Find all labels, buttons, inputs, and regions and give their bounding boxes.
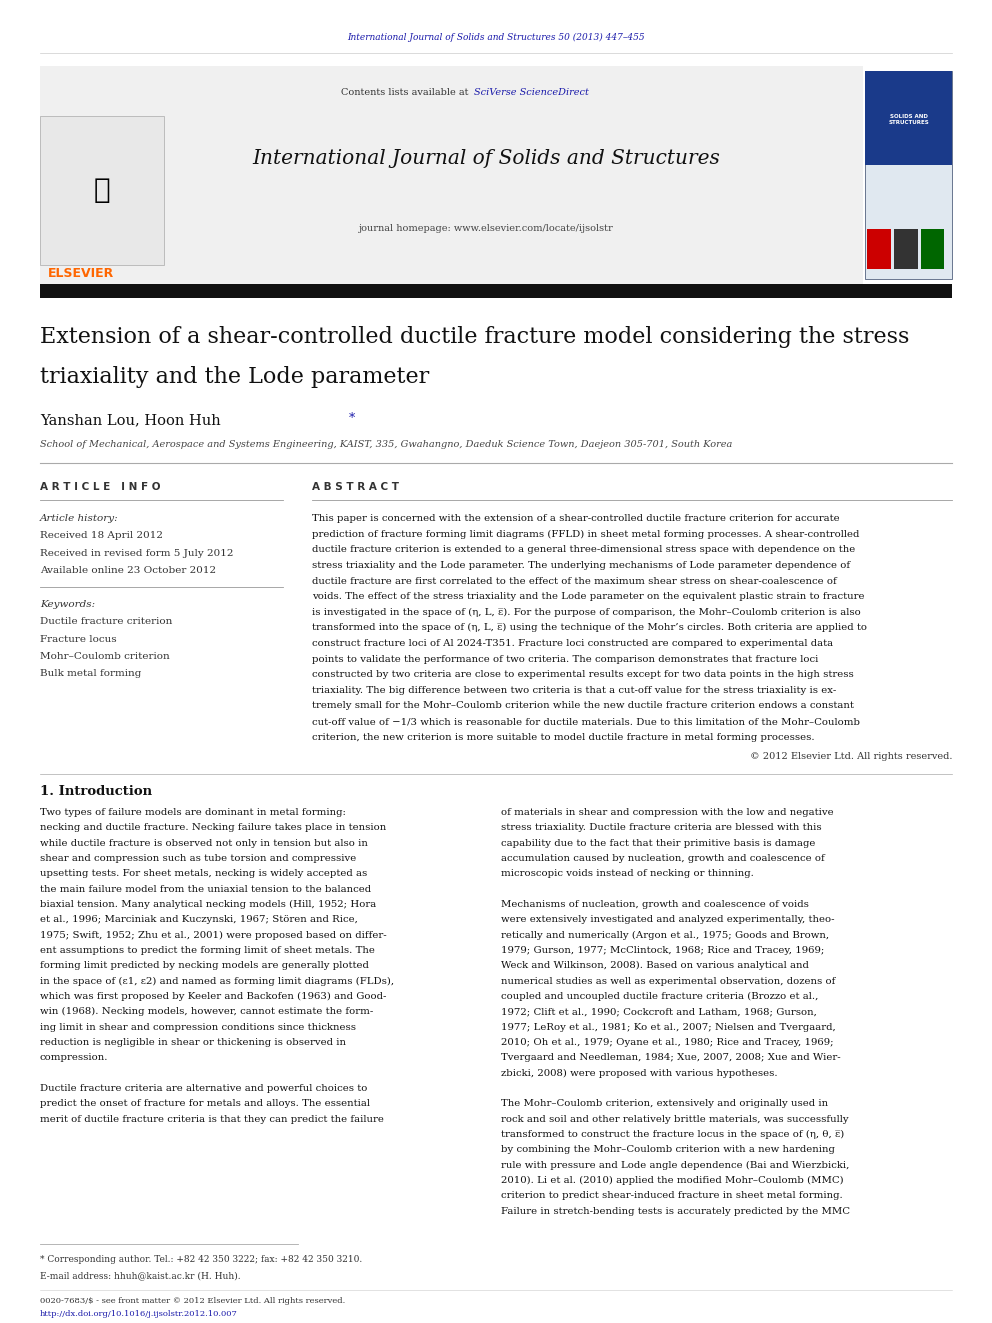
Text: construct fracture loci of Al 2024-T351. Fracture loci constructed are compared : construct fracture loci of Al 2024-T351.… (312, 639, 833, 648)
Text: Article history:: Article history: (40, 515, 118, 523)
Text: E-mail address: hhuh@kaist.ac.kr (H. Huh).: E-mail address: hhuh@kaist.ac.kr (H. Huh… (40, 1271, 240, 1279)
Text: prediction of fracture forming limit diagrams (FFLD) in sheet metal forming proc: prediction of fracture forming limit dia… (312, 529, 860, 538)
Bar (867, 229, 891, 269)
Text: by combining the Mohr–Coulomb criterion with a new hardening: by combining the Mohr–Coulomb criterion … (501, 1146, 835, 1155)
Text: 1979; Gurson, 1977; McClintock, 1968; Rice and Tracey, 1969;: 1979; Gurson, 1977; McClintock, 1968; Ri… (501, 946, 824, 955)
Text: 0020-7683/$ - see front matter © 2012 Elsevier Ltd. All rights reserved.: 0020-7683/$ - see front matter © 2012 El… (40, 1297, 345, 1304)
Bar (865, 71, 952, 279)
Bar (921, 229, 944, 269)
Text: ELSEVIER: ELSEVIER (48, 267, 114, 280)
Text: triaxiality. The big difference between two criteria is that a cut-off value for: triaxiality. The big difference between … (312, 685, 836, 695)
Text: reduction is negligible in shear or thickening is observed in: reduction is negligible in shear or thic… (40, 1039, 345, 1046)
Text: shear and compression such as tube torsion and compressive: shear and compression such as tube torsi… (40, 853, 356, 863)
Text: SciVerse ScienceDirect: SciVerse ScienceDirect (474, 89, 589, 97)
Text: Fracture locus: Fracture locus (40, 635, 116, 643)
Text: points to validate the performance of two criteria. The comparison demonstrates : points to validate the performance of tw… (312, 655, 818, 664)
Text: constructed by two criteria are close to experimental results except for two dat: constructed by two criteria are close to… (312, 671, 854, 679)
Text: Ductile fracture criterion: Ductile fracture criterion (40, 618, 172, 626)
Text: is investigated in the space of (η, L, ε̅). For the purpose of comparison, the M: is investigated in the space of (η, L, ε… (312, 607, 861, 617)
Text: stress triaxiality and the Lode parameter. The underlying mechanisms of Lode par: stress triaxiality and the Lode paramete… (312, 561, 850, 570)
Text: upsetting tests. For sheet metals, necking is widely accepted as: upsetting tests. For sheet metals, necki… (40, 869, 367, 878)
Text: Mechanisms of nucleation, growth and coalescence of voids: Mechanisms of nucleation, growth and coa… (501, 900, 808, 909)
Text: win (1968). Necking models, however, cannot estimate the form-: win (1968). Necking models, however, can… (40, 1007, 373, 1016)
Text: triaxiality and the Lode parameter: triaxiality and the Lode parameter (40, 366, 429, 388)
Text: A B S T R A C T: A B S T R A C T (312, 482, 400, 492)
Bar (40, 116, 164, 265)
Text: cut-off value of −1/3 which is reasonable for ductile materials. Due to this lim: cut-off value of −1/3 which is reasonabl… (312, 717, 860, 726)
Text: criterion to predict shear-induced fracture in sheet metal forming.: criterion to predict shear-induced fract… (501, 1192, 843, 1200)
Text: 1972; Clift et al., 1990; Cockcroft and Latham, 1968; Gurson,: 1972; Clift et al., 1990; Cockcroft and … (501, 1007, 816, 1016)
Text: in the space of (ε1, ε2) and named as forming limit diagrams (FLDs),: in the space of (ε1, ε2) and named as fo… (40, 976, 394, 986)
Text: ing limit in shear and compression conditions since thickness: ing limit in shear and compression condi… (40, 1023, 356, 1032)
Text: *: * (349, 411, 355, 425)
Text: merit of ductile fracture criteria is that they can predict the failure: merit of ductile fracture criteria is th… (40, 1115, 384, 1123)
Text: coupled and uncoupled ductile fracture criteria (Brozzo et al.,: coupled and uncoupled ductile fracture c… (501, 992, 818, 1002)
Text: Received 18 April 2012: Received 18 April 2012 (40, 532, 163, 540)
Text: rock and soil and other relatively brittle materials, was successfully: rock and soil and other relatively britt… (501, 1115, 848, 1123)
Text: biaxial tension. Many analytical necking models (Hill, 1952; Hora: biaxial tension. Many analytical necking… (40, 900, 376, 909)
Text: stress triaxiality. Ductile fracture criteria are blessed with this: stress triaxiality. Ductile fracture cri… (501, 823, 821, 832)
Text: et al., 1996; Marciniak and Kuczynski, 1967; Stören and Rice,: et al., 1996; Marciniak and Kuczynski, 1… (40, 916, 357, 925)
Text: Keywords:: Keywords: (40, 601, 95, 609)
Text: ductile fracture are first correlated to the effect of the maximum shear stress : ductile fracture are first correlated to… (312, 577, 837, 586)
Text: forming limit predicted by necking models are generally plotted: forming limit predicted by necking model… (40, 962, 369, 970)
Text: retically and numerically (Argon et al., 1975; Goods and Brown,: retically and numerically (Argon et al.,… (501, 930, 829, 939)
Text: Ductile fracture criteria are alternative and powerful choices to: Ductile fracture criteria are alternativ… (40, 1084, 367, 1093)
Text: Weck and Wilkinson, 2008). Based on various analytical and: Weck and Wilkinson, 2008). Based on vari… (501, 962, 808, 970)
Text: The Mohr–Coulomb criterion, extensively and originally used in: The Mohr–Coulomb criterion, extensively … (501, 1099, 828, 1109)
Bar (894, 229, 918, 269)
Text: 1. Introduction: 1. Introduction (40, 785, 152, 798)
Text: criterion, the new criterion is more suitable to model ductile fracture in metal: criterion, the new criterion is more sui… (312, 733, 815, 742)
Text: were extensively investigated and analyzed experimentally, theo-: were extensively investigated and analyz… (501, 916, 834, 925)
Text: * Corresponding author. Tel.: +82 42 350 3222; fax: +82 42 350 3210.: * Corresponding author. Tel.: +82 42 350… (40, 1256, 362, 1263)
Text: which was first proposed by Keeler and Backofen (1963) and Good-: which was first proposed by Keeler and B… (40, 992, 386, 1002)
Text: transformed into the space of (η, L, ε̅) using the technique of the Mohr’s circl: transformed into the space of (η, L, ε̅)… (312, 623, 867, 632)
Text: Extension of a shear-controlled ductile fracture model considering the stress: Extension of a shear-controlled ductile … (40, 327, 909, 348)
Text: Yanshan Lou, Hoon Huh: Yanshan Lou, Hoon Huh (40, 414, 225, 427)
Text: rule with pressure and Lode angle dependence (Bai and Wierzbicki,: rule with pressure and Lode angle depend… (501, 1160, 849, 1170)
Text: numerical studies as well as experimental observation, dozens of: numerical studies as well as experimenta… (501, 976, 835, 986)
Text: transformed to construct the fracture locus in the space of (η, θ, ε̅): transformed to construct the fracture lo… (501, 1130, 844, 1139)
Text: ent assumptions to predict the forming limit of sheet metals. The: ent assumptions to predict the forming l… (40, 946, 375, 955)
Text: A R T I C L E   I N F O: A R T I C L E I N F O (40, 482, 160, 492)
Text: SOLIDS AND
STRUCTURES: SOLIDS AND STRUCTURES (888, 114, 930, 124)
Text: International Journal of Solids and Structures 50 (2013) 447–455: International Journal of Solids and Stru… (347, 33, 645, 41)
Text: © 2012 Elsevier Ltd. All rights reserved.: © 2012 Elsevier Ltd. All rights reserved… (750, 753, 952, 761)
Text: Available online 23 October 2012: Available online 23 October 2012 (40, 566, 216, 574)
Text: 1977; LeRoy et al., 1981; Ko et al., 2007; Nielsen and Tvergaard,: 1977; LeRoy et al., 1981; Ko et al., 200… (501, 1023, 835, 1032)
Text: tremely small for the Mohr–Coulomb criterion while the new ductile fracture crit: tremely small for the Mohr–Coulomb crite… (312, 701, 854, 710)
Text: School of Mechanical, Aerospace and Systems Engineering, KAIST, 335, Gwahangno, : School of Mechanical, Aerospace and Syst… (40, 441, 732, 448)
Text: predict the onset of fracture for metals and alloys. The essential: predict the onset of fracture for metals… (40, 1099, 370, 1109)
Text: journal homepage: www.elsevier.com/locate/ijsolstr: journal homepage: www.elsevier.com/locat… (359, 225, 613, 233)
Text: capability due to the fact that their primitive basis is damage: capability due to the fact that their pr… (501, 839, 815, 848)
Text: 2010; Oh et al., 1979; Oyane et al., 1980; Rice and Tracey, 1969;: 2010; Oh et al., 1979; Oyane et al., 198… (501, 1039, 833, 1046)
Text: ductile fracture criterion is extended to a general three-dimensional stress spa: ductile fracture criterion is extended t… (312, 545, 856, 554)
Text: while ductile fracture is observed not only in tension but also in: while ductile fracture is observed not o… (40, 839, 368, 848)
Text: Failure in stretch-bending tests is accurately predicted by the MMC: Failure in stretch-bending tests is accu… (501, 1207, 850, 1216)
Text: Bulk metal forming: Bulk metal forming (40, 669, 141, 677)
Text: 1975; Swift, 1952; Zhu et al., 2001) were proposed based on differ-: 1975; Swift, 1952; Zhu et al., 2001) wer… (40, 930, 386, 939)
Text: International Journal of Solids and Structures: International Journal of Solids and Stru… (252, 149, 720, 168)
Text: 🌲: 🌲 (93, 176, 110, 204)
Text: of materials in shear and compression with the low and negative: of materials in shear and compression wi… (501, 808, 833, 816)
Text: This paper is concerned with the extension of a shear-controlled ductile fractur: This paper is concerned with the extensi… (312, 515, 840, 523)
Bar (40, 284, 952, 298)
Text: Mohr–Coulomb criterion: Mohr–Coulomb criterion (40, 652, 170, 660)
Text: microscopic voids instead of necking or thinning.: microscopic voids instead of necking or … (501, 869, 754, 878)
Text: Tvergaard and Needleman, 1984; Xue, 2007, 2008; Xue and Wier-: Tvergaard and Needleman, 1984; Xue, 2007… (501, 1053, 840, 1062)
Text: compression.: compression. (40, 1053, 108, 1062)
Bar (865, 71, 952, 165)
Text: necking and ductile fracture. Necking failure takes place in tension: necking and ductile fracture. Necking fa… (40, 823, 386, 832)
Text: zbicki, 2008) were proposed with various hypotheses.: zbicki, 2008) were proposed with various… (501, 1069, 778, 1078)
Text: accumulation caused by nucleation, growth and coalescence of: accumulation caused by nucleation, growt… (501, 853, 824, 863)
Text: Two types of failure models are dominant in metal forming:: Two types of failure models are dominant… (40, 808, 345, 816)
Text: Received in revised form 5 July 2012: Received in revised form 5 July 2012 (40, 549, 233, 557)
Text: the main failure model from the uniaxial tension to the balanced: the main failure model from the uniaxial… (40, 885, 371, 893)
Text: 2010). Li et al. (2010) applied the modified Mohr–Coulomb (MMC): 2010). Li et al. (2010) applied the modi… (501, 1176, 843, 1185)
Text: Contents lists available at: Contents lists available at (340, 89, 471, 97)
Text: voids. The effect of the stress triaxiality and the Lode parameter on the equiva: voids. The effect of the stress triaxial… (312, 593, 865, 601)
Text: http://dx.doi.org/10.1016/j.ijsolstr.2012.10.007: http://dx.doi.org/10.1016/j.ijsolstr.201… (40, 1310, 237, 1318)
Bar (40, 66, 863, 284)
